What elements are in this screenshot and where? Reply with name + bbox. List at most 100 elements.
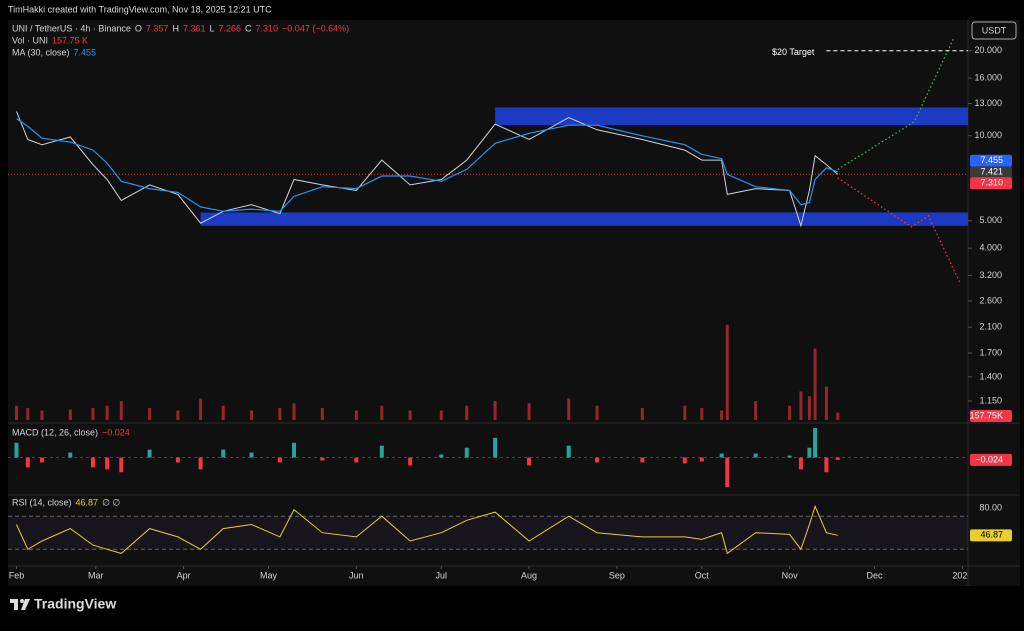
volume-bar — [595, 405, 599, 420]
macd-bar — [824, 457, 829, 473]
legend-text: MACD (12, 26, close) — [12, 427, 98, 437]
volume-bar — [439, 410, 443, 420]
zone — [200, 212, 968, 226]
volume-bar — [148, 408, 152, 420]
volume-bar — [250, 410, 254, 420]
legend-text: 7.357 — [146, 23, 169, 33]
macd-bar — [527, 457, 532, 466]
rsi-line — [16, 504, 838, 555]
x-tick-label: Apr — [177, 570, 191, 580]
macd-bar — [719, 453, 724, 458]
projection — [837, 177, 961, 283]
macd-bar — [320, 457, 325, 461]
y-tick-label: 13.000 — [974, 98, 1002, 108]
x-tick-label: Jul — [436, 570, 448, 580]
credit: TimHakki created with TradingView.com, N… — [8, 4, 272, 14]
macd-bar — [439, 454, 444, 458]
volume-bar — [105, 405, 109, 420]
legend-text: Vol · UNI — [12, 35, 48, 45]
x-tick-label: 2026 — [952, 570, 972, 580]
macd-bar — [221, 449, 226, 458]
target-label: $20 Target — [772, 47, 815, 57]
volume-bar — [788, 405, 792, 420]
y-tick-label: 20.000 — [974, 45, 1002, 55]
currency[interactable]: USDT — [982, 25, 1007, 35]
macd-bar — [354, 457, 359, 463]
x-tick-label: Oct — [695, 570, 710, 580]
legend-text: 7.455 — [74, 47, 97, 57]
x-tick-label: Aug — [521, 570, 537, 580]
macd-bar — [464, 447, 469, 458]
legend-text: L — [209, 23, 214, 33]
y-tick-label: 10.000 — [974, 130, 1002, 140]
legend-text: RSI (14, close) — [12, 497, 72, 507]
volume-bar — [824, 386, 828, 420]
price-badge — [970, 166, 1012, 179]
macd-bar — [198, 457, 203, 470]
volume-bar — [683, 405, 687, 420]
volume-bar — [527, 403, 531, 420]
volume-bar — [725, 324, 729, 420]
macd-bar — [14, 442, 19, 458]
volume-bar — [40, 410, 44, 420]
volume-bar — [720, 410, 724, 420]
price-badge-label: 157.75K — [969, 410, 1003, 420]
legend-text: MA (30, close) — [12, 47, 70, 57]
macd-bar — [699, 457, 704, 462]
macd-bar — [807, 447, 812, 458]
volume-bar — [807, 396, 811, 420]
price-badge-label: 7.455 — [980, 155, 1003, 165]
y-tick-label: 1.400 — [979, 371, 1002, 381]
volume-bar — [199, 398, 203, 420]
x-tick-label: Mar — [88, 570, 104, 580]
ma-line — [16, 118, 838, 212]
y-tick-label: 1.150 — [979, 395, 1002, 405]
legend-text: ∅ ∅ — [102, 497, 120, 507]
price-badge — [970, 410, 1012, 422]
legend-text: C — [245, 23, 252, 33]
macd-bar — [249, 452, 254, 458]
price-badge-label: 7.310 — [980, 178, 1003, 188]
macd-bar — [640, 457, 645, 463]
legend-text: −0.024 — [102, 427, 130, 437]
price-badge-label: 46.87 — [980, 530, 1003, 540]
x-tick-label: Dec — [867, 570, 884, 580]
macd-bar — [25, 457, 30, 468]
x-tick-label: May — [260, 570, 278, 580]
macd-bar — [725, 457, 730, 488]
brand-logo — [10, 599, 30, 610]
price-badge — [970, 154, 1012, 167]
volume-bar — [836, 412, 840, 420]
volume-bar — [465, 405, 469, 420]
volume-bar — [14, 405, 18, 420]
volume-bar — [292, 403, 296, 420]
volume-bar — [408, 410, 412, 420]
legend-text: −0.047 (−0.64%) — [282, 23, 349, 33]
macd-bar — [835, 457, 840, 460]
macd-bar — [813, 428, 818, 458]
volume-bar — [354, 410, 358, 420]
chart-panel — [8, 20, 1020, 586]
macd-bar — [119, 457, 124, 473]
price-badge — [970, 177, 1012, 190]
volume-bar — [493, 400, 497, 420]
y-tick-label: 4.000 — [979, 243, 1002, 253]
currency-button[interactable] — [971, 21, 1017, 40]
volume-bar — [799, 391, 803, 420]
macd-bar — [68, 452, 73, 458]
y-tick-label: 2.100 — [979, 322, 1002, 332]
volume-bar — [278, 408, 282, 420]
macd-bar — [292, 442, 297, 458]
macd-bar — [493, 437, 498, 458]
macd-bar — [175, 457, 180, 463]
volume-bar — [700, 408, 704, 420]
x-tick-label: Feb — [9, 570, 25, 580]
macd-bar — [798, 457, 803, 470]
y-tick-label: 2.600 — [979, 295, 1002, 305]
y-tick-label: 5.000 — [979, 215, 1002, 225]
legend-text: 7.361 — [183, 23, 206, 33]
macd-bar — [408, 457, 413, 466]
volume-bar — [176, 410, 180, 420]
plot-area: Feb Mar Apr May Jun Jul Aug Sep Oct Nov Dec 2026 $20… — [8, 37, 972, 580]
